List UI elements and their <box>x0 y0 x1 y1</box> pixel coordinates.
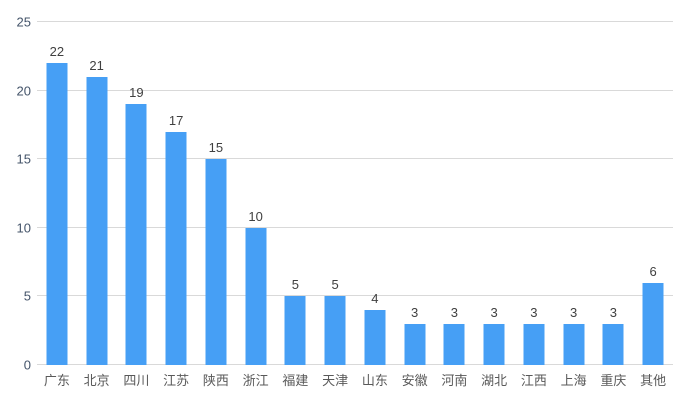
x-axis: 广东 北京 四川 江苏 陕西 浙江 福建 天津 山东 安徽 河南 湖北 江西 上海 重庆 其他 <box>37 373 673 389</box>
bar-value-label: 3 <box>490 304 498 320</box>
bar-四川[interactable] <box>125 104 147 365</box>
y-tick-label: 10 <box>16 220 31 236</box>
bar-北京[interactable] <box>86 76 108 365</box>
bar-value-label: 3 <box>530 304 538 320</box>
bar-slot: 3 <box>594 22 634 365</box>
y-tick-label: 20 <box>16 83 31 99</box>
bar-slot: 19 <box>117 22 157 365</box>
x-tick-label: 江西 <box>520 373 547 388</box>
bar-浙江[interactable] <box>245 227 267 365</box>
bar-slot: 10 <box>236 22 276 365</box>
y-tick-label: 15 <box>16 151 31 167</box>
bar-slot: 4 <box>355 22 395 365</box>
bar-湖北[interactable] <box>483 323 505 365</box>
bar-slot: 6 <box>633 22 673 365</box>
bar-slot: 3 <box>435 22 475 365</box>
bar-value-label: 3 <box>570 304 578 320</box>
y-tick-label: 25 <box>16 14 31 30</box>
x-tick-label: 山东 <box>361 373 388 388</box>
gridline <box>37 226 673 228</box>
bar-安徽[interactable] <box>404 323 426 365</box>
x-tick-label: 湖北 <box>481 373 508 388</box>
bar-value-label: 3 <box>411 304 419 320</box>
x-tick-label: 重庆 <box>600 373 627 388</box>
bar-value-label: 19 <box>129 85 144 101</box>
bar-value-label: 5 <box>331 277 339 293</box>
bar-山东[interactable] <box>364 310 386 365</box>
bar-其他[interactable] <box>642 282 664 365</box>
bar-value-label: 5 <box>291 277 299 293</box>
x-tick-label: 北京 <box>83 373 110 388</box>
x-tick-label: 其他 <box>640 373 667 388</box>
bar-value-label: 17 <box>168 112 184 128</box>
bar-江苏[interactable] <box>165 131 187 365</box>
y-tick-label: 5 <box>23 288 31 304</box>
x-tick-label: 天津 <box>322 373 349 388</box>
x-tick-label: 上海 <box>560 373 587 388</box>
x-tick-label: 江苏 <box>163 373 190 388</box>
bar-slot: 3 <box>554 22 594 365</box>
bar-value-label: 10 <box>248 208 263 224</box>
bar-重庆[interactable] <box>602 323 624 365</box>
bar-slot: 22 <box>37 22 77 365</box>
x-tick-label: 陕西 <box>202 373 229 388</box>
bar-上海[interactable] <box>563 323 585 365</box>
x-tick-label: 安徽 <box>401 373 428 388</box>
gridline <box>37 89 673 91</box>
bar-slot: 5 <box>315 22 355 365</box>
bar-slot: 21 <box>77 22 117 365</box>
bars-layer: 22 21 19 17 15 10 5 5 4 3 3 3 3 3 3 6 <box>37 22 673 365</box>
y-axis: 0 5 10 15 20 25 <box>0 16 31 372</box>
x-tick-label: 浙江 <box>242 373 269 388</box>
x-tick-label: 河南 <box>441 373 468 388</box>
bar-福建[interactable] <box>284 296 306 365</box>
bar-slot: 5 <box>276 22 316 365</box>
bar-value-label: 4 <box>371 291 379 307</box>
bar-value-label: 6 <box>649 263 657 279</box>
bar-value-label: 3 <box>450 304 458 320</box>
gridline <box>37 21 673 22</box>
bar-value-label: 21 <box>89 57 104 73</box>
x-tick-label: 四川 <box>123 373 150 388</box>
bar-天津[interactable] <box>324 296 346 365</box>
bar-slot: 15 <box>196 22 236 365</box>
bar-河南[interactable] <box>443 323 465 365</box>
y-tick-label: 0 <box>23 357 31 373</box>
bar-slot: 3 <box>395 22 435 365</box>
bar-slot: 17 <box>156 22 196 365</box>
bar-value-label: 15 <box>208 140 224 156</box>
x-axis-line <box>37 364 673 365</box>
gridline <box>37 158 673 160</box>
x-tick-label: 广东 <box>43 373 70 388</box>
bar-广东[interactable] <box>46 63 68 365</box>
bar-江西[interactable] <box>523 323 545 365</box>
plot-area: 22 21 19 17 15 10 5 5 4 3 3 3 3 3 3 6 <box>37 21 673 365</box>
bar-value-label: 22 <box>49 44 65 60</box>
bar-slot: 3 <box>514 22 554 365</box>
x-tick-label: 福建 <box>282 373 309 388</box>
gridline <box>37 295 673 297</box>
bar-value-label: 3 <box>609 304 617 320</box>
bar-slot: 3 <box>474 22 514 365</box>
bar-陕西[interactable] <box>205 159 227 365</box>
